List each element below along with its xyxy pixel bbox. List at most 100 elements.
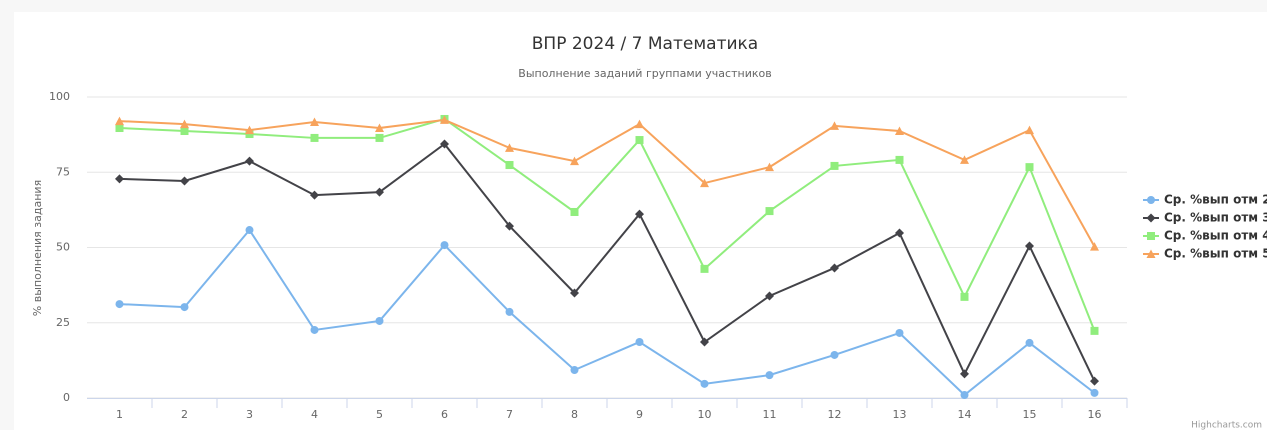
data-point (505, 161, 514, 170)
data-point (765, 291, 774, 301)
legend-marker (1146, 249, 1156, 258)
legend-label[interactable]: Ср. %вып отм 5 (1164, 247, 1267, 261)
data-point (180, 127, 189, 136)
data-point (895, 126, 904, 136)
x-tick-label: 9 (636, 408, 643, 421)
data-point (895, 328, 904, 337)
data-point (1025, 241, 1034, 251)
x-tick-label: 15 (1023, 408, 1037, 421)
data-point (180, 176, 189, 186)
y-tick-label: 0 (63, 391, 70, 404)
data-point (440, 139, 449, 149)
data-point (1090, 242, 1099, 251)
data-point (505, 143, 514, 152)
data-point (635, 119, 644, 129)
x-tick-label: 4 (311, 408, 318, 421)
legend-marker (1147, 196, 1155, 204)
x-tick-label: 1 (116, 408, 123, 421)
x-tick-label: 12 (828, 408, 842, 421)
data-point (115, 174, 124, 184)
data-point (830, 121, 839, 130)
series-line (119, 118, 1096, 248)
x-tick-label: 14 (958, 408, 972, 421)
legend-marker (1147, 232, 1155, 240)
data-point (895, 228, 904, 238)
chart-background (14, 12, 1267, 430)
series-line (119, 228, 1096, 397)
data-point (960, 369, 969, 379)
data-point (375, 316, 384, 325)
data-point (375, 133, 384, 142)
data-point (115, 124, 124, 133)
data-point (765, 207, 774, 216)
data-point (830, 161, 839, 170)
data-point (505, 221, 514, 231)
data-point (570, 366, 579, 375)
data-point (700, 379, 709, 388)
x-tick-label: 16 (1088, 408, 1102, 421)
x-tick-label: 6 (441, 408, 448, 421)
data-point (830, 350, 839, 359)
y-tick-label: 75 (56, 165, 70, 178)
data-point (830, 263, 839, 273)
x-tick-label: 11 (763, 408, 777, 421)
data-point (440, 115, 449, 124)
x-tick-label: 2 (181, 408, 188, 421)
legend-label[interactable]: Ср. %вып отм 4 (1164, 229, 1267, 243)
data-point (1090, 326, 1099, 335)
x-tick-label: 13 (893, 408, 907, 421)
data-point (310, 133, 319, 142)
x-tick-label: 8 (571, 408, 578, 421)
data-point (310, 325, 319, 334)
chart-title: ВПР 2024 / 7 Математика (532, 34, 758, 54)
legend-label[interactable]: Ср. %вып отм 3 (1164, 211, 1267, 225)
data-point (895, 155, 904, 164)
data-point (1025, 338, 1034, 347)
data-point (245, 226, 254, 235)
data-point (505, 307, 514, 316)
data-point (245, 156, 254, 166)
x-tick-label: 5 (376, 408, 383, 421)
y-tick-label: 50 (56, 241, 70, 254)
chart-subtitle: Выполнение заданий группами участников (518, 67, 771, 80)
data-point (635, 136, 644, 145)
legend-label[interactable]: Ср. %вып отм 2 (1164, 193, 1267, 207)
data-point (765, 371, 774, 380)
series-line (119, 117, 1096, 332)
data-point (310, 117, 319, 126)
data-point (115, 116, 124, 126)
y-tick-label: 25 (56, 316, 70, 329)
data-point (310, 190, 319, 200)
data-point (570, 156, 579, 166)
data-point (765, 162, 774, 172)
data-point (245, 125, 254, 135)
legend-marker (1146, 213, 1156, 223)
data-point (700, 264, 709, 273)
data-point (115, 300, 124, 309)
data-point (700, 337, 709, 347)
data-point (570, 207, 579, 216)
series-line (119, 142, 1096, 382)
data-point (1090, 376, 1099, 386)
data-point (960, 292, 969, 301)
credit[interactable]: Highcharts.com (1191, 421, 1262, 430)
data-point (180, 119, 189, 129)
data-point (570, 288, 579, 298)
data-point (635, 209, 644, 219)
data-point (180, 303, 189, 312)
x-tick-label: 10 (698, 408, 712, 421)
x-tick-label: 3 (246, 408, 253, 421)
data-point (700, 178, 709, 188)
y-axis-label: % выполнения задания (31, 180, 44, 316)
data-point (375, 123, 384, 133)
data-point (1025, 125, 1034, 135)
data-point (635, 338, 644, 347)
data-point (1090, 388, 1099, 397)
y-tick-label: 100 (49, 90, 70, 103)
data-point (960, 390, 969, 399)
x-tick-label: 7 (506, 408, 513, 421)
data-point (1025, 163, 1034, 172)
data-point (375, 187, 384, 197)
data-point (440, 241, 449, 250)
